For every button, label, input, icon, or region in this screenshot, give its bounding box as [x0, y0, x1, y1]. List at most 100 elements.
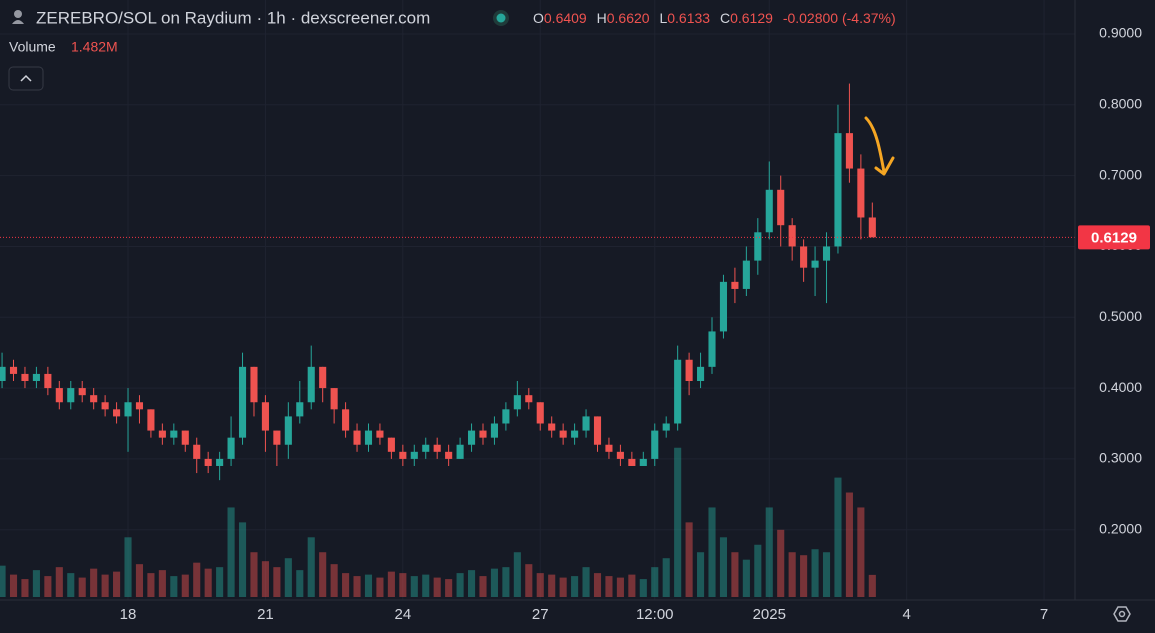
volume-bar [32, 570, 40, 597]
candle-body [731, 281, 739, 289]
volume-bar [571, 576, 579, 597]
candle-body [135, 402, 144, 410]
collapse-button[interactable] [8, 66, 44, 91]
candle-body [284, 416, 292, 445]
settings-center[interactable] [1118, 610, 1126, 618]
x-tick-label: 2025 [753, 606, 786, 623]
candle-body [593, 416, 602, 445]
volume-bar [342, 573, 350, 597]
volume-bar [296, 570, 304, 597]
candle-body [788, 225, 796, 247]
settings-icon[interactable] [1113, 606, 1131, 622]
volume-value: 1.482M [71, 39, 118, 55]
candle-body [834, 133, 842, 247]
x-tick-label: 7 [1040, 606, 1048, 623]
ohlc-key: L [659, 10, 667, 26]
candle-body [399, 451, 407, 459]
candle-body [490, 423, 498, 438]
candle-body [811, 260, 819, 268]
candle-body [754, 232, 762, 261]
volume-bar [250, 552, 258, 597]
volume-bar [399, 573, 407, 597]
volume-bar [685, 522, 693, 597]
volume-bar [731, 552, 739, 597]
candle-body [113, 409, 121, 417]
volume-bar [719, 537, 728, 597]
candle-body [605, 444, 613, 452]
candle-body [21, 373, 29, 382]
volume-bar [238, 522, 247, 597]
ohlc-key: H [597, 10, 607, 26]
candle-body [158, 430, 166, 438]
volume-bar [364, 574, 373, 597]
time-axis: 18 21 24 27 12:00 2025 4 7 [120, 606, 1049, 623]
volume-bar [467, 570, 476, 597]
grid [0, 0, 1075, 600]
candle-body [250, 366, 258, 403]
ohlc-key: C [720, 10, 730, 26]
volume-bar [445, 579, 453, 597]
candle-body [307, 366, 315, 403]
ohlc-value: 0.6409 [544, 10, 587, 26]
volume-bar [674, 447, 682, 597]
candle-body [456, 444, 464, 459]
header: ZEREBRO/SOL on Raydium · 1h · dexscreene… [8, 8, 896, 91]
candle-body [868, 217, 876, 238]
volume-bar [800, 555, 808, 597]
candle-body [822, 246, 831, 261]
volume-bar [548, 574, 556, 597]
annotation-arrowhead [874, 156, 895, 176]
volume-bar [662, 558, 670, 597]
volume-bar [777, 529, 785, 597]
y-tick-label: 0.8000 [1099, 96, 1142, 112]
volume-bar [158, 570, 166, 597]
candle-body [0, 366, 6, 382]
volume-bar [742, 559, 750, 597]
candle-body [101, 402, 109, 410]
candle-body [124, 402, 132, 417]
volume-bar [479, 576, 487, 597]
volume-bar [433, 577, 441, 597]
candle-body [193, 444, 201, 459]
candle-body [330, 388, 338, 410]
volume-bar [319, 552, 327, 597]
candle-body [548, 423, 556, 431]
candle-body [181, 430, 189, 445]
collapse-chevron [20, 74, 32, 82]
volume-bar [284, 558, 292, 597]
candle-body [296, 402, 304, 417]
candle-body [376, 430, 384, 438]
volume-bar [605, 576, 613, 597]
y-tick-label: 0.2000 [1099, 520, 1142, 536]
candle-body [78, 388, 86, 396]
volume-bar [55, 567, 63, 597]
status-dot [496, 13, 506, 23]
candle-body [845, 133, 853, 169]
volume-bar [525, 564, 533, 597]
x-tick-label: 27 [532, 606, 549, 623]
candle-body [502, 409, 510, 424]
candle-body [765, 189, 773, 233]
symbol-icon-base [12, 20, 24, 24]
candle-body [616, 451, 624, 459]
volume-bar [765, 507, 773, 597]
y-tick-label: 0.3000 [1099, 450, 1142, 466]
y-tick-label: 0.4000 [1099, 379, 1142, 395]
volume-bar [387, 571, 395, 597]
ohlc-value: 0.6133 [667, 10, 710, 26]
volume-bar [193, 562, 201, 597]
volume-bar [868, 574, 876, 597]
settings-hex[interactable] [1113, 606, 1131, 622]
candle-body [777, 189, 785, 226]
x-tick-label: 21 [257, 606, 274, 623]
candle-body [719, 281, 728, 332]
volume-bar [536, 573, 544, 597]
x-tick-label: 24 [394, 606, 411, 623]
candle-body [147, 409, 155, 431]
candle-body [387, 437, 395, 452]
last-price-label: 0.6129 [1091, 229, 1137, 246]
candle-body [433, 444, 441, 452]
candles [0, 83, 876, 481]
volume-bar [67, 573, 75, 597]
